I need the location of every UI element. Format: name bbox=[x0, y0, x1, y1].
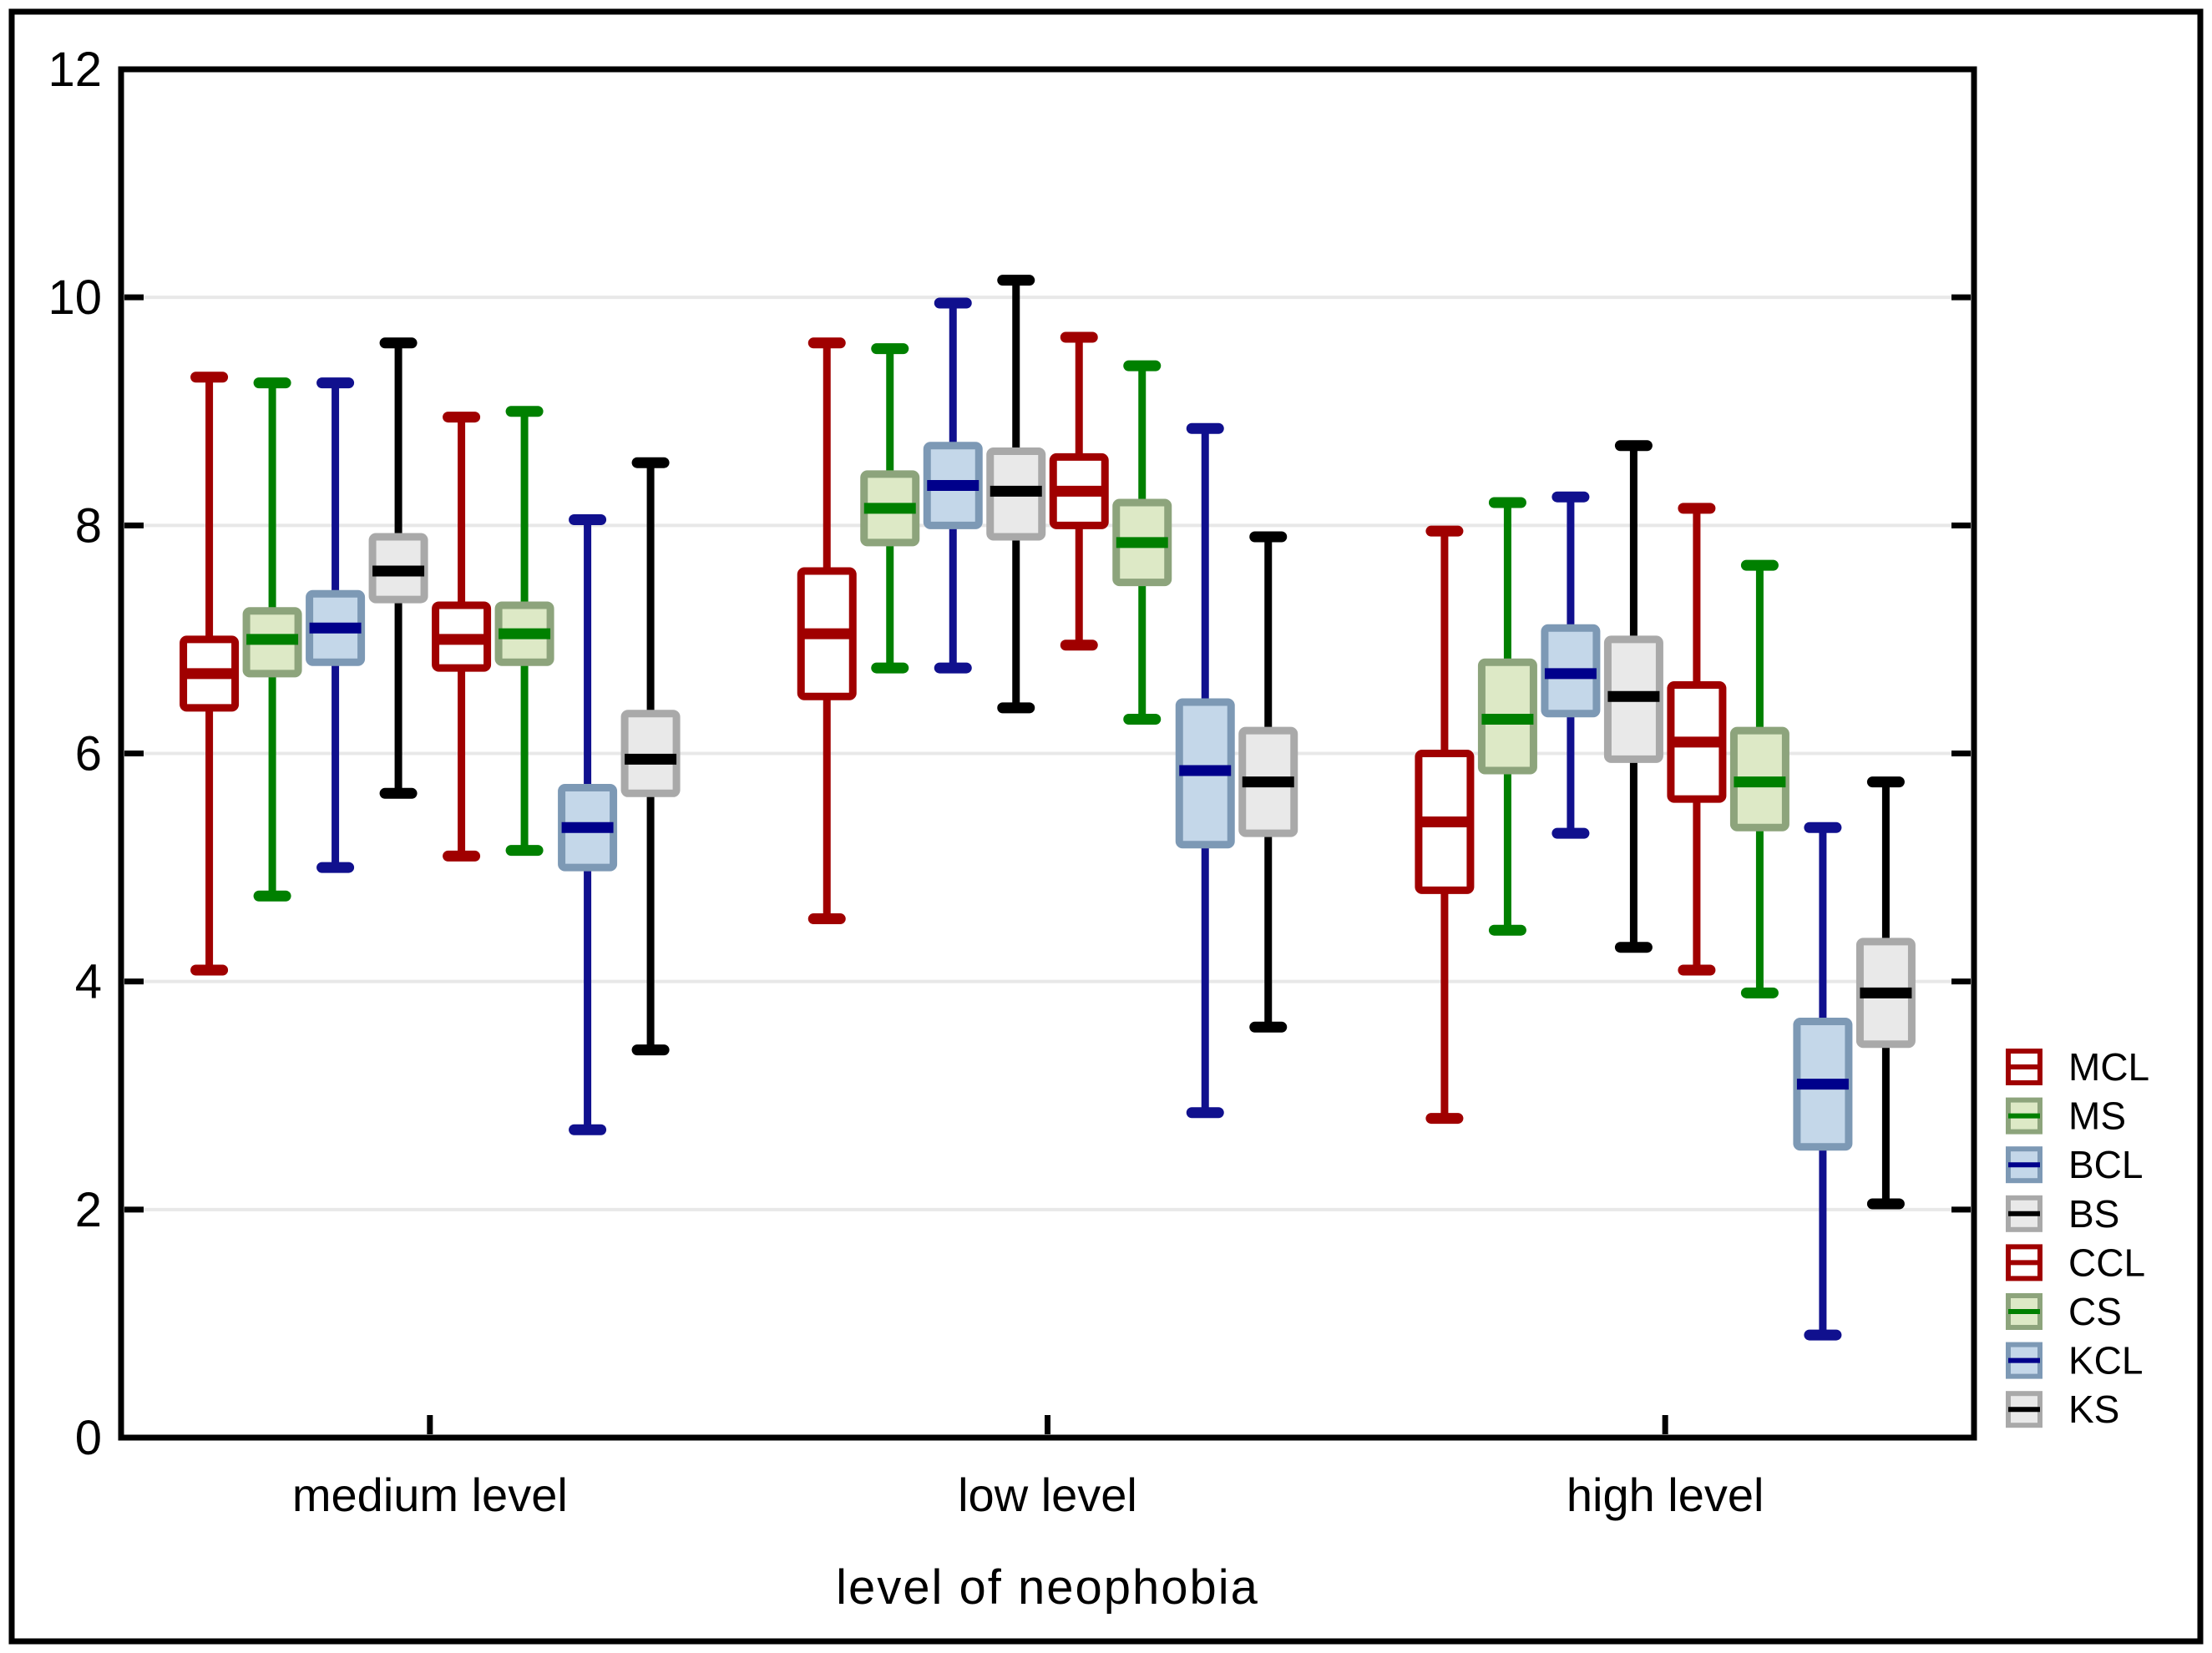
x-axis-title: level of neophobia bbox=[836, 1560, 1259, 1615]
legend-label-KS: KS bbox=[2068, 1388, 2119, 1431]
legend-label-BS: BS bbox=[2068, 1192, 2119, 1236]
legend-label-BCL: BCL bbox=[2068, 1143, 2143, 1186]
category-label-low-level: low level bbox=[958, 1468, 1137, 1521]
y-tick-label-6: 6 bbox=[75, 727, 102, 781]
y-tick-label-2: 2 bbox=[75, 1183, 102, 1237]
category-label-high-level: high level bbox=[1567, 1468, 1764, 1521]
legend-label-MCL: MCL bbox=[2068, 1045, 2149, 1089]
box-KS-medium-level bbox=[620, 710, 681, 797]
legend-label-CCL: CCL bbox=[2068, 1241, 2145, 1284]
page-border bbox=[8, 8, 2204, 1645]
y-tick-label-8: 8 bbox=[75, 498, 102, 553]
plot-frame bbox=[118, 66, 1977, 1441]
y-tick-label-4: 4 bbox=[75, 955, 102, 1009]
legend-label-CS: CS bbox=[2068, 1290, 2122, 1333]
y-tick-label-0: 0 bbox=[75, 1411, 102, 1465]
y-tick-label-10: 10 bbox=[48, 270, 102, 325]
y-tick-label-12: 12 bbox=[48, 43, 102, 97]
legend-label-MS: MS bbox=[2068, 1094, 2126, 1138]
legend-label-KCL: KCL bbox=[2068, 1339, 2143, 1383]
category-label-medium-level: medium level bbox=[292, 1468, 568, 1521]
